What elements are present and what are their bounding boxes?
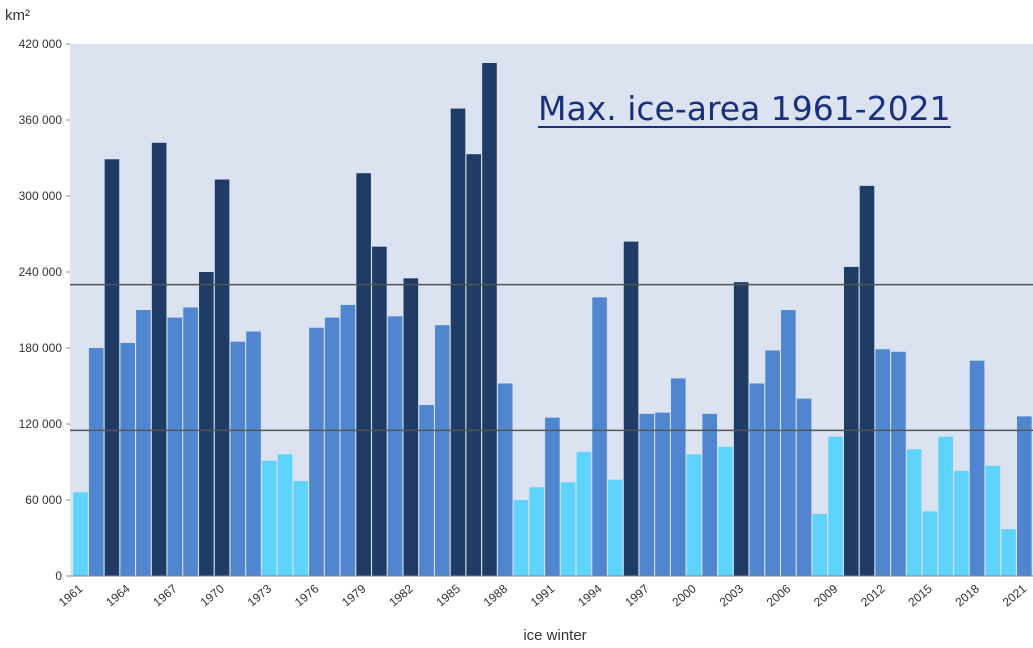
chart-title[interactable]: Max. ice-area 1961-2021 — [538, 89, 951, 128]
bar-2013 — [891, 351, 906, 576]
y-tick-label: 0 — [55, 569, 62, 583]
bar-1979 — [356, 173, 371, 576]
bar-1977 — [324, 317, 340, 576]
x-tick-label: 2021 — [1000, 581, 1030, 609]
bar-1995 — [608, 479, 623, 576]
y-tick-label: 240 000 — [19, 265, 63, 279]
x-tick-label: 1964 — [103, 581, 133, 609]
bar-2007 — [796, 398, 812, 576]
bar-1966 — [151, 142, 167, 577]
bar-1997 — [639, 413, 655, 576]
y-tick-label: 120 000 — [19, 417, 63, 431]
x-tick-label: 2018 — [953, 581, 983, 609]
x-tick-label: 1982 — [386, 581, 416, 609]
x-tick-label: 1961 — [56, 581, 86, 609]
y-tick-label: 60 000 — [25, 493, 62, 507]
x-tick-label: 2000 — [669, 581, 699, 609]
bar-1981 — [387, 316, 403, 576]
x-tick-label: 1985 — [433, 581, 463, 609]
bar-2016 — [938, 436, 953, 576]
bar-1988 — [497, 383, 513, 576]
bar-1985 — [450, 108, 466, 576]
bar-2021 — [1017, 416, 1032, 576]
x-axis-title: ice winter — [523, 627, 586, 644]
bar-1998 — [655, 412, 670, 576]
chart-title-link[interactable]: Max. ice-area 1961-2021 — [538, 89, 951, 128]
bar-1961 — [73, 492, 88, 576]
x-tick-label: 2009 — [811, 581, 841, 609]
x-tick-label: 1979 — [339, 581, 369, 609]
x-tick-label: 1991 — [528, 581, 558, 609]
bar-1972 — [246, 331, 261, 576]
bar-1999 — [670, 378, 686, 576]
bar-2000 — [686, 454, 702, 576]
bar-1986 — [466, 154, 482, 576]
bar-1962 — [88, 348, 104, 576]
bar-2005 — [765, 350, 780, 576]
bar-1984 — [434, 325, 450, 576]
bar-2002 — [718, 446, 733, 576]
bar-1969 — [199, 272, 214, 576]
bar-2009 — [828, 436, 843, 576]
x-tick-label: 1973 — [245, 581, 275, 609]
bar-2015 — [922, 511, 938, 576]
bar-2019 — [985, 465, 1001, 576]
bar-1991 — [545, 417, 560, 576]
bar-1963 — [104, 159, 120, 576]
bar-1974 — [277, 454, 293, 576]
bar-1973 — [261, 460, 277, 576]
y-tick-label: 300 000 — [19, 189, 63, 203]
bar-1971 — [230, 341, 246, 576]
x-tick-label: 1997 — [622, 581, 652, 609]
bar-2001 — [702, 413, 717, 576]
bar-2010 — [843, 266, 859, 576]
x-tick-label: 1988 — [481, 581, 511, 609]
bar-1994 — [592, 297, 607, 576]
bar-2018 — [969, 360, 985, 576]
x-tick-label: 1970 — [198, 581, 228, 609]
bar-1983 — [419, 405, 434, 576]
bar-1967 — [167, 317, 183, 576]
bar-2012 — [875, 349, 891, 576]
bar-1993 — [576, 451, 592, 576]
bar-1978 — [340, 304, 356, 576]
x-tick-label: 2015 — [905, 581, 935, 609]
bar-2003 — [733, 282, 749, 576]
bar-2011 — [859, 185, 875, 576]
y-axis-unit-label: km² — [5, 7, 30, 24]
bar-2006 — [781, 310, 796, 576]
x-tick-label: 2003 — [717, 581, 747, 609]
x-tick-label: 1967 — [150, 581, 180, 609]
bar-1990 — [529, 487, 544, 576]
x-tick-label: 1994 — [575, 581, 605, 609]
x-tick-label: 2012 — [858, 581, 888, 609]
bars-layer — [73, 63, 1032, 577]
y-tick-label: 180 000 — [19, 341, 63, 355]
bar-2014 — [906, 449, 922, 576]
bar-1996 — [623, 241, 639, 576]
y-tick-label: 420 000 — [19, 37, 63, 51]
bar-1989 — [513, 500, 529, 576]
bar-1987 — [482, 63, 497, 576]
bar-1964 — [120, 342, 135, 576]
bar-1976 — [309, 327, 324, 576]
bar-2008 — [812, 513, 828, 576]
bar-1980 — [372, 246, 387, 577]
bar-1970 — [214, 179, 230, 576]
x-axis: 1961 1964 1967 1970 1973 1976 1979 1982 1985 1988… — [56, 581, 1029, 609]
bar-1975 — [293, 481, 309, 576]
bar-1965 — [136, 310, 151, 576]
y-tick-label: 360 000 — [19, 113, 63, 127]
bar-2004 — [749, 383, 765, 576]
reference-lines-layer — [70, 283, 1033, 432]
x-tick-label: 1976 — [292, 581, 322, 609]
y-axis: 0 60 000 120 000 180 000 240 000 300 000 360 0… — [19, 37, 70, 583]
x-tick-label: 2006 — [764, 581, 794, 609]
bar-1992 — [560, 482, 576, 576]
bar-2017 — [954, 470, 969, 576]
bar-1968 — [183, 307, 198, 576]
bar-2020 — [1001, 529, 1016, 576]
bar-1982 — [403, 278, 419, 576]
